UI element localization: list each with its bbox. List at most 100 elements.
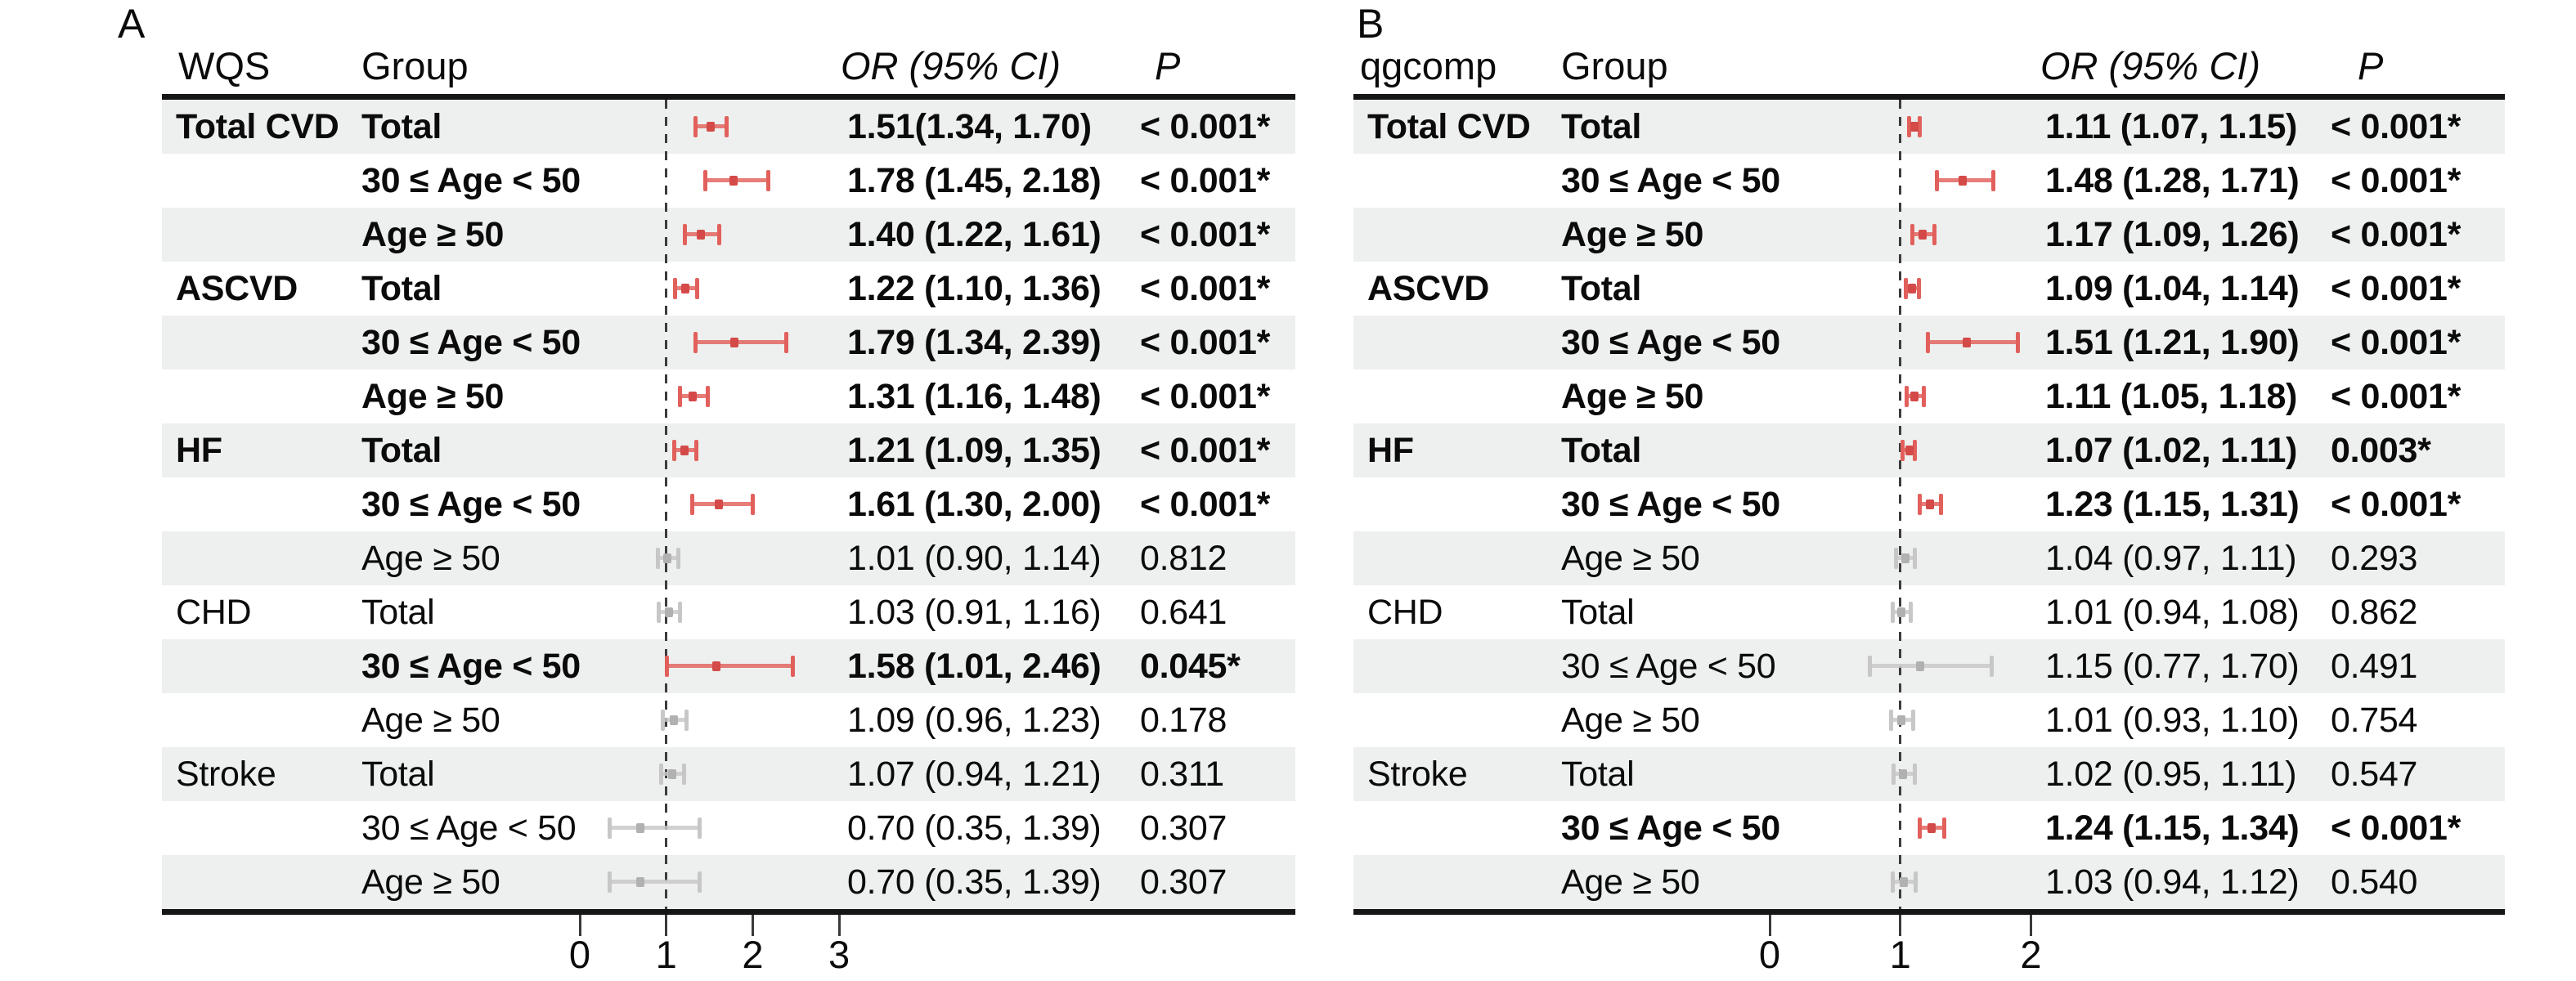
footer-rule [1353, 909, 2505, 915]
p-value: < 0.001* [2331, 485, 2461, 524]
or-point [730, 338, 739, 347]
or-ci-value: 1.11 (1.07, 1.15) [2045, 107, 2298, 146]
or-ci-value: 1.09 (0.96, 1.23) [847, 701, 1102, 740]
p-value: < 0.001* [2331, 107, 2461, 146]
or-point [680, 284, 689, 293]
group-label: 30 ≤ Age < 50 [1561, 161, 1780, 200]
table-row: ASCVD Total 1.09 (1.04, 1.14) < 0.001* [1353, 262, 2505, 316]
ci-cap [675, 548, 680, 569]
ci-cap [1905, 386, 1910, 407]
panel-wqs: A WQS Group OR (95% CI) P Total CVD Total… [118, 0, 1295, 981]
ci-cap [1892, 764, 1896, 785]
or-ci-value: 1.24 (1.15, 1.34) [2045, 809, 2300, 848]
p-value: 0.547 [2331, 755, 2418, 794]
group-label: 30 ≤ Age < 50 [1561, 323, 1780, 362]
or-point [1898, 769, 1907, 779]
group-label: 30 ≤ Age < 50 [361, 485, 581, 524]
p-value: < 0.001* [1140, 269, 1270, 308]
panel-label: A [118, 1, 146, 47]
or-ci-value: 1.51 (1.21, 1.90) [2045, 323, 2300, 362]
or-point [664, 607, 673, 617]
or-ci-value: 1.22 (1.10, 1.36) [847, 269, 1102, 308]
table-row: Age ≥ 50 0.70 (0.35, 1.39) 0.307 [162, 855, 1295, 909]
ci-cap [725, 116, 729, 137]
or-ci-value: 1.61 (1.30, 2.00) [847, 485, 1102, 524]
table-row: CHD Total 1.01 (0.94, 1.08) 0.862 [1353, 585, 2505, 639]
ci-cap [702, 170, 707, 191]
ci-cap [790, 656, 795, 677]
or-ci-value: 1.09 (1.04, 1.14) [2045, 269, 2300, 308]
table-row: 30 ≤ Age < 50 1.58 (1.01, 2.46) 0.045* [162, 639, 1295, 693]
or-point [696, 230, 705, 240]
column-header-p: P [2358, 44, 2384, 87]
table-row: Age ≥ 50 1.01 (0.93, 1.10) 0.754 [1353, 693, 2505, 747]
ci-cap [1910, 224, 1914, 245]
x-axis-tick-label: 1 [655, 933, 677, 976]
or-point [1897, 715, 1906, 725]
or-point [1908, 284, 1917, 293]
or-ci-value: 1.17 (1.09, 1.26) [2045, 215, 2300, 254]
or-ci-value: 1.03 (0.94, 1.12) [2045, 862, 2300, 902]
group-label: 30 ≤ Age < 50 [361, 161, 581, 200]
group-label: 30 ≤ Age < 50 [1561, 809, 1780, 848]
ci-cap [1912, 440, 1917, 461]
or-ci-value: 1.79 (1.34, 2.39) [847, 323, 1102, 362]
p-value: 0.293 [2331, 539, 2418, 578]
ci-cap [705, 386, 710, 407]
p-value: 0.812 [1140, 539, 1227, 578]
p-value: < 0.001* [2331, 161, 2461, 200]
group-label: Age ≥ 50 [361, 539, 500, 578]
or-point [1897, 607, 1906, 617]
group-label: Total [1561, 107, 1642, 146]
ci-cap [750, 494, 755, 515]
ci-cap [1942, 818, 1947, 839]
or-point [1918, 230, 1927, 240]
group-label: Age ≥ 50 [1561, 701, 1700, 740]
ci-cap [1889, 710, 1894, 731]
p-value: < 0.001* [2331, 323, 2461, 362]
or-point [635, 877, 644, 887]
p-value: 0.307 [1140, 862, 1227, 902]
group-label: Age ≥ 50 [361, 701, 500, 740]
or-point [715, 499, 724, 509]
or-ci-value: 1.15 (0.77, 1.70) [2045, 647, 2300, 686]
ci-cap [1908, 602, 1913, 623]
p-value: < 0.001* [1140, 377, 1270, 416]
group-label: 30 ≤ Age < 50 [361, 323, 581, 362]
outcome-label: Stroke [176, 755, 276, 794]
ci-line [666, 664, 792, 668]
column-header-or-ci: OR (95% CI) [2040, 44, 2260, 87]
x-axis-tick-label: 0 [568, 933, 591, 976]
group-label: Total [1561, 755, 1635, 794]
table-row: ASCVD Total 1.22 (1.10, 1.36) < 0.001* [162, 262, 1295, 316]
p-value: 0.491 [2331, 647, 2418, 686]
ci-cap [1911, 710, 1916, 731]
or-ci-value: 1.04 (0.97, 1.11) [2045, 539, 2297, 578]
ci-cap [1932, 224, 1936, 245]
panel-qgcomp: B qgcomp Group OR (95% CI) P Total CVD To… [1353, 0, 2505, 981]
reference-line [665, 100, 668, 909]
column-header-method: WQS [178, 44, 271, 87]
ci-cap [1934, 170, 1939, 191]
p-value: < 0.001* [1140, 161, 1270, 200]
p-value: < 0.001* [1140, 323, 1270, 362]
ci-cap [1901, 440, 1905, 461]
group-label: 30 ≤ Age < 50 [1561, 647, 1776, 686]
group-label: 30 ≤ Age < 50 [361, 647, 581, 686]
ci-cap [1914, 871, 1919, 893]
or-point [1901, 553, 1910, 563]
ci-cap [1890, 602, 1895, 623]
or-point [1963, 338, 1972, 347]
table-row: 30 ≤ Age < 50 0.70 (0.35, 1.39) 0.307 [162, 801, 1295, 855]
ci-cap [1916, 278, 1921, 299]
table-row: 30 ≤ Age < 50 1.24 (1.15, 1.34) < 0.001* [1353, 801, 2505, 855]
table-row: Age ≥ 50 1.01 (0.90, 1.14) 0.812 [162, 531, 1295, 585]
outcome-label: HF [176, 431, 222, 470]
ci-cap [1868, 656, 1873, 677]
ci-cap [1989, 656, 1994, 677]
or-point [729, 176, 738, 186]
ci-cap [2015, 332, 2020, 353]
or-point [1905, 446, 1914, 455]
p-value: 0.045* [1140, 647, 1241, 686]
group-label: Age ≥ 50 [361, 215, 505, 254]
